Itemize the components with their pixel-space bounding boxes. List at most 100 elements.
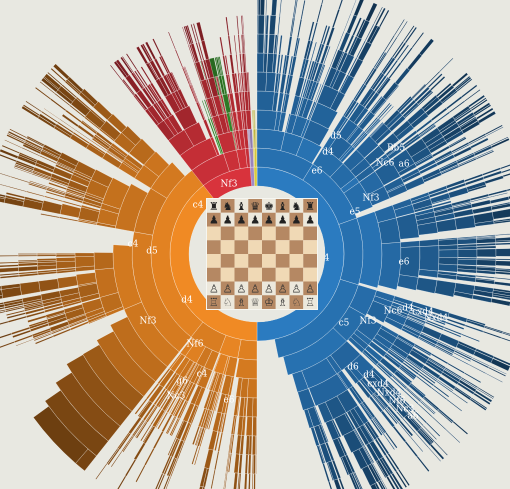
board-square xyxy=(248,254,262,268)
chess-piece: ♙ xyxy=(236,282,246,295)
branch-e4-arc xyxy=(399,246,421,278)
branch-e4-arc xyxy=(476,245,497,249)
board-square xyxy=(220,199,235,213)
branch-d4-arc xyxy=(191,426,201,446)
branch-d4-arc xyxy=(61,113,79,128)
branch-e4-arc xyxy=(378,103,393,120)
branch-d4-arc xyxy=(244,454,249,474)
branch-d4-arc xyxy=(155,410,166,429)
branch-e4-arc xyxy=(416,455,430,472)
branch-d4-arc xyxy=(58,216,79,222)
branch-d4-arc xyxy=(157,411,169,430)
branch-d4-arc xyxy=(39,81,56,95)
branch-d4-arc xyxy=(144,447,155,466)
board-square xyxy=(275,281,290,296)
branch-d4-arc xyxy=(34,86,52,100)
branch-e4-arc xyxy=(397,274,419,291)
branch-e4-arc xyxy=(501,168,510,174)
branch-d4-arc xyxy=(0,267,19,273)
branch-d4-arc xyxy=(213,450,220,471)
branch-e4-arc xyxy=(294,37,301,58)
branch-e4-arc xyxy=(451,391,469,404)
branch-e4-arc xyxy=(395,470,408,488)
branch-e4-arc xyxy=(506,188,510,192)
branch-d4-arc xyxy=(17,253,38,255)
branch-e4-arc xyxy=(470,98,488,112)
branch-e4-arc xyxy=(437,408,454,423)
board-square xyxy=(220,267,235,282)
branch-e4-arc xyxy=(352,17,363,36)
board-square xyxy=(262,281,276,296)
branch-d4-arc xyxy=(0,309,6,312)
branch-d4-arc xyxy=(202,486,206,489)
branch-e4-arc xyxy=(277,15,281,36)
board-square xyxy=(303,240,317,254)
board-square xyxy=(275,199,290,213)
branch-other5-arc xyxy=(254,147,258,168)
branch-d4-arc xyxy=(206,370,215,390)
branch-d4-arc xyxy=(135,464,146,483)
branch-e4-arc xyxy=(493,281,510,287)
branch-d4-arc xyxy=(65,79,82,94)
branch-d4-arc xyxy=(45,190,65,199)
branch-d4-arc xyxy=(4,139,23,149)
branch-d4-arc xyxy=(199,485,204,489)
branch-e4-arc xyxy=(489,365,507,375)
branch-e4-arc xyxy=(419,238,440,247)
branch-e4-arc xyxy=(436,379,454,392)
branch-e4-arc xyxy=(407,315,426,325)
branch-e4-arc xyxy=(484,325,504,333)
board-square xyxy=(289,295,304,309)
branch-e4-arc xyxy=(474,390,493,403)
branch-e4-arc xyxy=(475,275,496,279)
branch-Nf3-arc xyxy=(234,72,239,93)
board-square xyxy=(262,212,276,227)
branch-d4-arc xyxy=(246,397,254,418)
branch-d4-arc xyxy=(17,262,38,267)
branch-d4-arc xyxy=(43,107,61,120)
branch-d4-arc xyxy=(152,430,164,450)
board-square xyxy=(207,281,221,296)
board-square xyxy=(303,226,317,241)
branch-Nf3-arc xyxy=(121,55,134,73)
branch-d4-arc xyxy=(7,132,26,143)
branch-Nf3-arc xyxy=(134,70,147,88)
branch-e4-arc xyxy=(317,64,326,84)
branch-e4-arc xyxy=(495,269,510,273)
branch-d4-arc xyxy=(168,396,180,414)
board-square xyxy=(303,281,317,296)
branch-e4-arc xyxy=(448,137,467,149)
branch-d4-arc xyxy=(252,435,256,456)
branch-e4-arc xyxy=(320,24,328,45)
branch-e4-arc xyxy=(499,164,510,170)
branch-e4-arc xyxy=(438,263,458,273)
branch-Nf3-arc xyxy=(183,66,192,85)
branch-e4-arc xyxy=(460,84,478,98)
board-square xyxy=(289,212,304,227)
branch-e4-arc xyxy=(320,0,324,5)
chess-piece: ♖ xyxy=(209,296,219,309)
branch-d4-arc xyxy=(19,280,41,296)
branch-d4-arc xyxy=(251,454,254,475)
branch-e4-arc xyxy=(268,34,275,54)
branch-d4-arc xyxy=(0,148,19,159)
branch-Nf3-arc xyxy=(196,21,205,42)
branch-d4-arc xyxy=(52,63,70,80)
board-square xyxy=(220,254,235,268)
branch-d4-arc xyxy=(166,457,176,477)
branch-d4-arc xyxy=(15,338,35,347)
branch-d4-arc xyxy=(157,473,166,489)
board-square xyxy=(207,199,221,213)
branch-Nf3-arc xyxy=(167,31,177,51)
branch-e4-arc xyxy=(500,336,510,342)
branch-d4-arc xyxy=(13,166,33,175)
branch-e4-arc xyxy=(396,20,408,38)
board-square xyxy=(234,295,249,309)
branch-e4-arc xyxy=(338,0,344,10)
branch-e4-arc xyxy=(257,33,265,54)
branch-e4-arc xyxy=(451,72,469,88)
board-square xyxy=(234,212,249,227)
branch-d4-arc xyxy=(55,257,76,263)
branch-e4-arc xyxy=(475,149,494,159)
branch-d4-arc xyxy=(29,180,48,188)
